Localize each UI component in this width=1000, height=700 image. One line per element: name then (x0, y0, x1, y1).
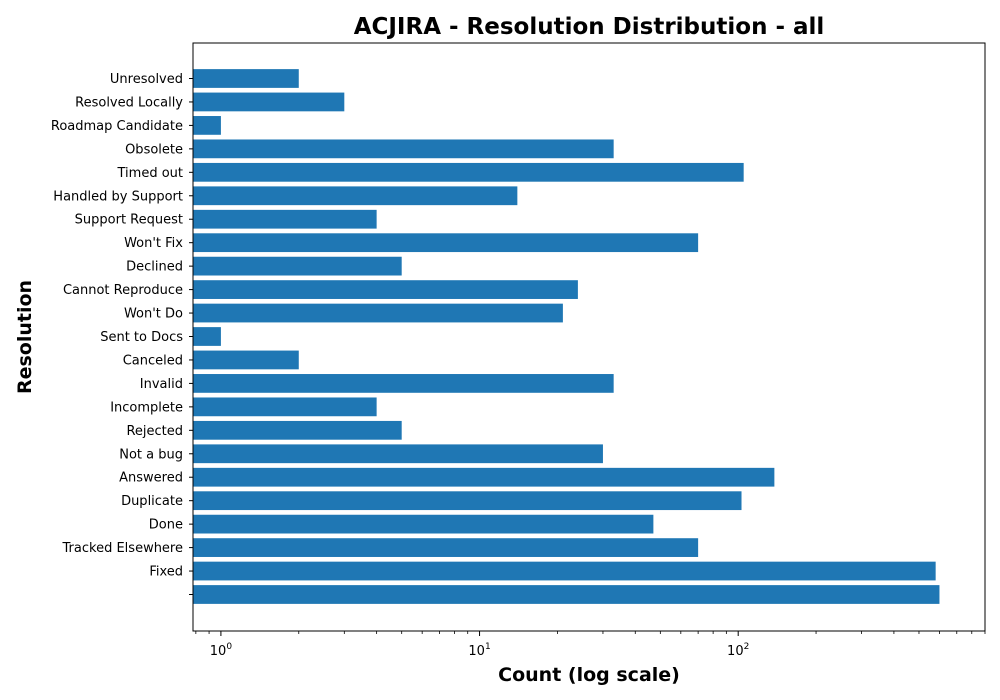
y-tick-label: Handled by Support (53, 189, 183, 204)
bar-sent-to-docs (193, 327, 221, 346)
y-tick-label: Roadmap Candidate (51, 119, 183, 134)
y-tick-label: Obsolete (125, 142, 183, 157)
bar-won-t-do (193, 303, 563, 323)
y-tick-label: Unresolved (110, 72, 183, 87)
y-tick-label: Not a bug (119, 447, 183, 462)
bar-timed-out (193, 162, 744, 182)
bar-blank (193, 585, 940, 604)
y-axis-label: Resolution (14, 280, 36, 394)
bar-support-request (193, 209, 377, 229)
y-tick-label: Won't Fix (124, 236, 183, 251)
bar-tracked-elsewhere (193, 538, 699, 557)
chart-title: ACJIRA - Resolution Distribution - all (354, 14, 825, 40)
bar-cannot-reproduce (193, 280, 578, 299)
x-tick-label: 101 (468, 642, 490, 659)
bar-duplicate (193, 491, 742, 511)
y-tick-label: Resolved Locally (75, 95, 183, 110)
bar-declined (193, 256, 402, 276)
bar-canceled (193, 350, 299, 370)
x-tick-label: 102 (727, 642, 749, 659)
y-tick-label: Rejected (126, 424, 183, 439)
bar-answered (193, 467, 775, 487)
y-tick-label: Invalid (140, 377, 183, 392)
x-tick-label: 100 (210, 642, 233, 659)
y-tick-label: Support Request (75, 213, 183, 228)
y-tick-label: Won't Do (124, 307, 183, 322)
x-axis-label: Count (log scale) (498, 664, 680, 686)
bar-incomplete (193, 397, 377, 417)
bar-done (193, 514, 654, 534)
bars-group (193, 69, 940, 604)
y-tick-label: Duplicate (121, 494, 183, 509)
bar-rejected (193, 420, 402, 440)
y-tick-label: Incomplete (110, 400, 183, 415)
bar-won-t-fix (193, 233, 699, 253)
bar-unresolved (193, 69, 299, 88)
y-tick-label: Tracked Elsewhere (62, 541, 183, 556)
y-tick-label: Fixed (149, 565, 183, 580)
y-tick-label: Answered (119, 471, 183, 486)
y-axis-ticks: Unresolved Resolved Locally Roadmap Candid… (51, 72, 193, 595)
plot-frame (192, 42, 986, 632)
bar-handled-by-support (193, 186, 518, 206)
y-tick-label: Declined (126, 260, 183, 275)
bar-invalid (193, 374, 614, 393)
bar-obsolete (193, 139, 614, 159)
y-tick-label: Cannot Reproduce (63, 283, 183, 298)
bar-resolved-locally (193, 92, 345, 112)
bar-fixed (193, 561, 936, 581)
bar-roadmap-candidate (193, 116, 221, 135)
bar-not-a-bug (193, 444, 603, 464)
y-tick-label: Sent to Docs (100, 330, 183, 345)
y-tick-label: Canceled (123, 353, 183, 368)
y-tick-label: Timed out (117, 166, 184, 181)
y-tick-label: Done (149, 518, 183, 533)
